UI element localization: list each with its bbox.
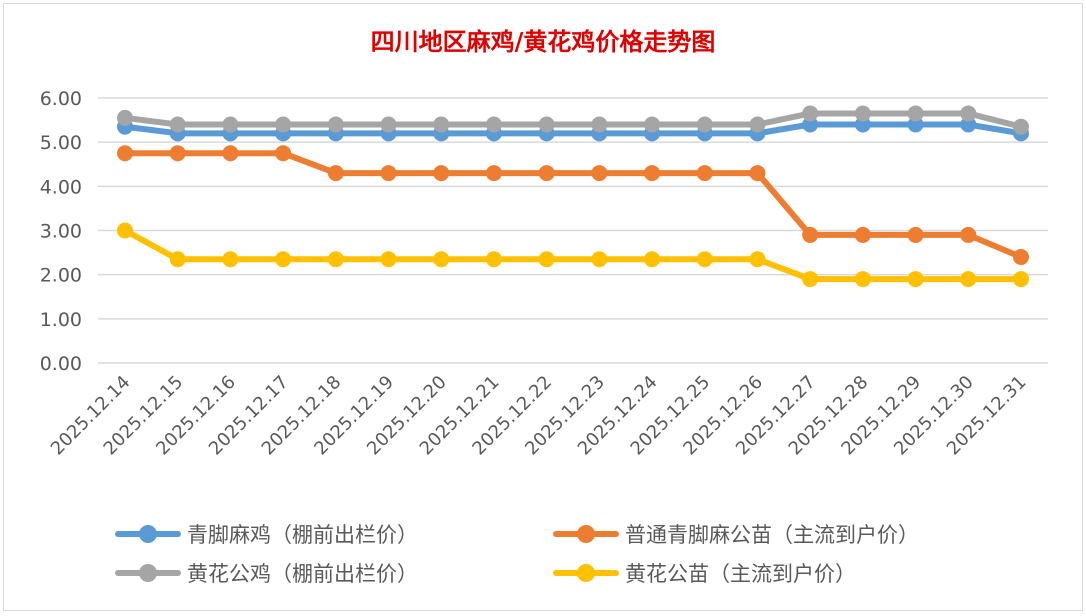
data-point-2 <box>433 116 450 133</box>
y-tick-label: 1.00 <box>40 309 82 331</box>
data-point-0 <box>854 116 871 133</box>
legend-label-1: 普通青脚麻公苗（主流到户价） <box>625 523 919 547</box>
legend-label-3: 黄花公苗（主流到户价） <box>625 562 856 586</box>
legend-label-2: 黄花公鸡（棚前出栏价） <box>187 562 418 586</box>
legend-item-2: 黄花公鸡（棚前出栏价） <box>115 558 418 588</box>
data-point-2 <box>275 116 292 133</box>
series-line-0 <box>122 121 1024 137</box>
legend-item-3: 黄花公苗（主流到户价） <box>553 558 856 588</box>
data-point-3 <box>591 251 608 268</box>
data-point-1 <box>696 165 713 182</box>
data-point-1 <box>327 165 344 182</box>
legend-marker-3 <box>553 563 619 583</box>
data-point-2 <box>854 105 871 122</box>
data-point-3 <box>380 251 397 268</box>
data-point-3 <box>696 251 713 268</box>
data-point-3 <box>802 271 819 288</box>
legend-marker-1 <box>553 524 619 544</box>
data-point-3 <box>169 251 186 268</box>
data-point-2 <box>907 105 924 122</box>
data-point-3 <box>117 222 133 239</box>
legend-item-0: 青脚麻鸡（棚前出栏价） <box>115 519 418 549</box>
y-tick-label: 5.00 <box>40 132 82 154</box>
series-line-2 <box>122 110 1024 130</box>
data-point-3 <box>327 251 344 268</box>
y-tick-label: 2.00 <box>40 265 82 287</box>
data-point-1 <box>275 145 292 162</box>
data-point-3 <box>538 251 555 268</box>
data-point-2 <box>591 116 608 133</box>
data-point-0 <box>960 116 977 133</box>
y-tick-label: 3.00 <box>40 221 82 243</box>
data-point-2 <box>960 105 977 122</box>
data-point-0 <box>907 116 924 133</box>
data-point-1 <box>854 226 871 243</box>
data-point-1 <box>749 165 766 182</box>
data-point-2 <box>749 116 766 133</box>
legend-marker-0 <box>115 524 181 544</box>
data-point-2 <box>696 116 713 133</box>
data-point-2 <box>802 105 819 122</box>
data-point-1 <box>644 165 661 182</box>
data-point-2 <box>644 116 661 133</box>
series-line-1 <box>122 150 1024 260</box>
data-point-1 <box>433 165 450 182</box>
data-point-1 <box>907 226 924 243</box>
y-tick-label: 0.00 <box>40 353 82 375</box>
data-point-3 <box>644 251 661 268</box>
data-point-2 <box>117 109 133 126</box>
data-point-3 <box>222 251 239 268</box>
legend-label-0: 青脚麻鸡（棚前出栏价） <box>187 523 418 547</box>
series-line-3 <box>122 227 1024 283</box>
data-point-3 <box>960 271 977 288</box>
data-point-2 <box>380 116 397 133</box>
y-tick-label: 4.00 <box>40 176 82 198</box>
y-tick-label: 6.00 <box>40 88 82 110</box>
legend-marker-2 <box>115 563 181 583</box>
data-point-2 <box>222 116 239 133</box>
data-point-2 <box>1013 118 1029 135</box>
data-point-2 <box>169 116 186 133</box>
data-point-2 <box>538 116 555 133</box>
data-point-1 <box>538 165 555 182</box>
data-point-3 <box>433 251 450 268</box>
data-point-3 <box>749 251 766 268</box>
chart-area <box>3 3 1083 611</box>
data-point-3 <box>1013 271 1029 288</box>
data-point-1 <box>485 165 502 182</box>
legend-item-1: 普通青脚麻公苗（主流到户价） <box>553 519 919 549</box>
data-point-3 <box>854 271 871 288</box>
data-point-3 <box>907 271 924 288</box>
data-point-1 <box>169 145 186 162</box>
data-point-1 <box>380 165 397 182</box>
data-point-1 <box>802 226 819 243</box>
data-point-1 <box>591 165 608 182</box>
data-point-2 <box>327 116 344 133</box>
data-point-3 <box>275 251 292 268</box>
data-point-1 <box>1013 249 1029 265</box>
chart-title: 四川地区麻鸡/黄花鸡价格走势图 <box>370 27 716 56</box>
data-point-1 <box>117 145 133 162</box>
data-point-0 <box>802 116 819 133</box>
data-point-3 <box>485 251 502 268</box>
data-point-2 <box>485 116 502 133</box>
data-point-1 <box>222 145 239 162</box>
data-point-1 <box>960 226 977 243</box>
